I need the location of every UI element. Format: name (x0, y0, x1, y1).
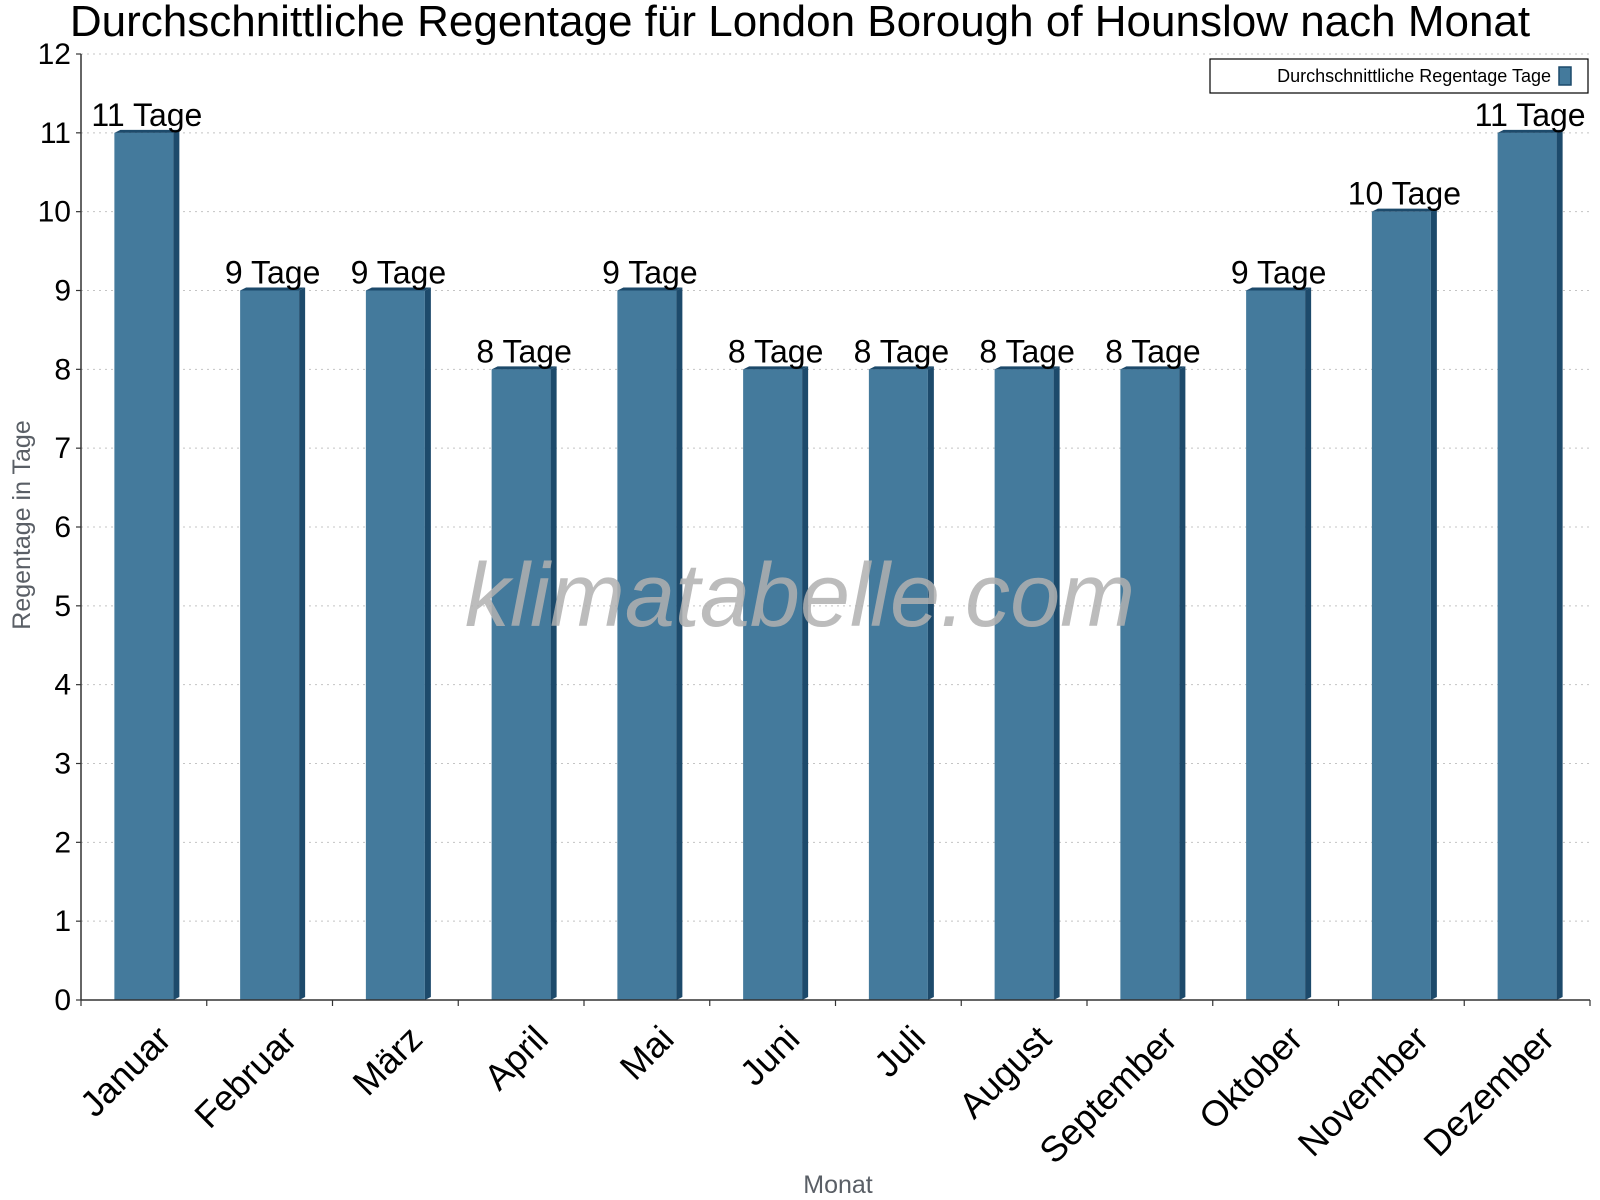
bar-side (424, 287, 431, 1000)
x-tick-label: Februar (186, 1018, 304, 1136)
bar-dezember (1497, 129, 1563, 1001)
bar-top (1497, 129, 1563, 133)
bar-front (491, 369, 551, 1000)
y-axis-label: Regentage in Tage (8, 420, 36, 629)
x-tick-label: Dezember (1415, 1018, 1561, 1164)
y-tick-label: 4 (54, 669, 71, 702)
bar-front (743, 369, 803, 1000)
data-label: 11 Tage (91, 97, 202, 133)
legend: Durchschnittliche Regentage Tage (1209, 58, 1589, 94)
y-tick-label: 9 (54, 275, 71, 308)
legend-swatch (1558, 66, 1572, 86)
x-tick-labels: Januar Februar März April Mai Juni Juli AugustS… (72, 1018, 1562, 1172)
watermark: klimatabelle.com (465, 546, 1135, 646)
bar-front (240, 290, 300, 1000)
data-label: 9 Tage (602, 255, 698, 291)
y-tick-label: 2 (54, 826, 71, 859)
x-axis-label: Monat (803, 1171, 873, 1199)
y-tick-label: 0 (54, 984, 71, 1017)
data-label: 8 Tage (979, 333, 1075, 369)
bar-side (927, 366, 934, 1000)
bar-side (1053, 366, 1060, 1000)
bar-side (1430, 208, 1437, 1000)
x-tick-label: Juni (732, 1018, 808, 1094)
y-tick-label: 6 (54, 511, 71, 544)
data-label: 8 Tage (1105, 333, 1201, 369)
bar-november (1371, 208, 1437, 1000)
bar-märz (365, 287, 431, 1000)
y-tick-label: 11 (40, 117, 71, 150)
bar-front (1371, 211, 1431, 1000)
bar-juli (868, 366, 934, 1000)
bar-top (491, 366, 557, 370)
x-tick-label: April (476, 1018, 556, 1098)
x-tick-label: März (345, 1018, 431, 1104)
bar-februar (240, 287, 306, 1000)
data-labels: 11 Tage 9 Tage 9 Tage 8 Tage 9 Tage 8 Tage 8 T… (91, 97, 1585, 370)
bar-front (1246, 290, 1306, 1000)
bar-side (802, 366, 809, 1000)
data-label: 10 Tage (1348, 176, 1461, 212)
bar-top (617, 287, 683, 291)
legend-box (1209, 58, 1589, 94)
bar-januar (114, 129, 180, 1001)
bar-mai (617, 287, 683, 1000)
x-tick-label: November (1290, 1018, 1436, 1164)
bar-front (365, 290, 425, 1000)
y-tick-label: 12 (38, 38, 71, 71)
bar-front (1497, 132, 1557, 1001)
bar-top (994, 366, 1060, 370)
bar-front (617, 290, 677, 1000)
bar-top (240, 287, 306, 291)
bar-april (491, 366, 557, 1000)
bar-side (550, 366, 557, 1000)
bar-front (114, 132, 174, 1001)
y-tick-label: 3 (54, 748, 71, 781)
bar-top (1371, 208, 1437, 212)
data-label: 8 Tage (728, 333, 824, 369)
bar-august (994, 366, 1060, 1000)
bar-top (114, 129, 180, 133)
bar-juni (743, 366, 809, 1000)
y-tick-label: 7 (54, 432, 71, 465)
x-tick-label: Mai (612, 1018, 682, 1088)
data-label: 9 Tage (1231, 255, 1327, 291)
bar-side (1305, 287, 1312, 1000)
bar-top (743, 366, 809, 370)
x-tick-label: August (951, 1018, 1059, 1126)
bar-side (173, 129, 180, 1001)
x-tick-label: Oktober (1191, 1018, 1311, 1138)
bar-front (868, 369, 928, 1000)
data-label: 9 Tage (225, 255, 321, 291)
y-tick-label: 8 (54, 353, 71, 386)
bar-side (676, 287, 683, 1000)
bar-front (1120, 369, 1180, 1000)
bar-side (299, 287, 306, 1000)
bar-september (1120, 366, 1186, 1000)
y-tick-label: 1 (54, 905, 71, 938)
bar-side (1556, 129, 1563, 1001)
bar-oktober (1246, 287, 1312, 1000)
data-label: 11 Tage (1475, 97, 1586, 133)
data-label: 9 Tage (351, 255, 447, 291)
bar-top (1120, 366, 1186, 370)
bar-top (365, 287, 431, 291)
bar-top (1246, 287, 1312, 291)
data-label: 8 Tage (854, 333, 950, 369)
legend-label: Durchschnittliche Regentage Tage (1277, 66, 1551, 86)
x-tick-label: September (1031, 1018, 1185, 1172)
data-label: 8 Tage (476, 333, 572, 369)
x-tick-label: Juli (866, 1018, 933, 1085)
bar-top (868, 366, 934, 370)
bar-side (1179, 366, 1186, 1000)
bar-front (994, 369, 1054, 1000)
y-tick-label: 5 (54, 590, 71, 623)
y-tick-label: 10 (38, 196, 71, 229)
x-tick-label: Januar (72, 1018, 179, 1125)
chart-title: Durchschnittliche Regentage für London B… (70, 0, 1530, 46)
bars (114, 129, 1563, 1001)
